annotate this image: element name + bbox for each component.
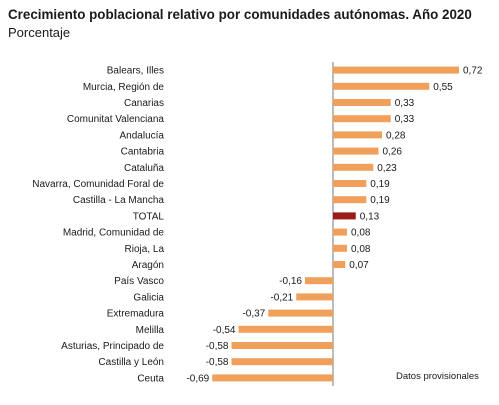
bar	[238, 325, 333, 333]
category-label: Navarra, Comunidad Foral de	[32, 179, 164, 190]
category-label: Ceuta	[137, 373, 164, 384]
data-label: 0,19	[370, 195, 390, 206]
category-label: Cataluña	[124, 163, 164, 174]
bar	[333, 212, 356, 220]
data-label: -0,69	[186, 373, 209, 384]
bar	[333, 99, 391, 106]
bar	[333, 244, 347, 252]
category-label: Rioja, La	[125, 244, 165, 255]
category-label: TOTAL	[133, 211, 165, 222]
bar	[333, 180, 367, 187]
category-label: Madrid, Comunidad de	[63, 228, 165, 239]
data-label: 0,26	[383, 147, 403, 158]
chart-title: Crecimiento poblacional relativo por com…	[8, 7, 472, 22]
category-label: Comunitat Valenciana	[67, 114, 165, 125]
bar	[296, 293, 333, 301]
data-label: 0,08	[351, 228, 371, 239]
category-label: Extremadura	[107, 309, 165, 320]
data-label: 0,23	[377, 163, 397, 174]
data-label: 0,33	[395, 98, 415, 109]
data-label: -0,54	[213, 325, 236, 336]
category-label: Asturias, Principado de	[61, 341, 164, 352]
bar	[333, 115, 391, 123]
data-label: -0,58	[206, 357, 229, 368]
bar	[231, 358, 333, 366]
category-label: Melilla	[136, 325, 165, 336]
data-label: 0,07	[349, 260, 369, 271]
data-label: 0,08	[351, 244, 371, 255]
category-label: Cantabria	[121, 147, 165, 158]
provisional-note: Datos provisionales	[396, 371, 479, 382]
category-label: País Vasco	[114, 276, 164, 287]
data-label: 0,28	[386, 130, 406, 141]
bar	[305, 277, 333, 285]
bar	[333, 228, 347, 236]
bar	[333, 163, 374, 171]
bar	[268, 309, 333, 317]
bar	[333, 196, 367, 204]
category-label: Castilla y León	[98, 357, 164, 368]
bar	[333, 147, 379, 155]
bar	[333, 82, 430, 90]
data-label: 0,33	[395, 114, 415, 125]
data-label: -0,21	[270, 292, 293, 303]
bar	[231, 342, 333, 349]
data-label: -0,58	[206, 341, 229, 352]
chart-subtitle: Porcentaje	[8, 25, 71, 40]
category-label: Galicia	[133, 292, 164, 303]
category-label: Castilla - La Mancha	[73, 195, 165, 206]
category-label: Murcia, Región de	[83, 82, 165, 93]
bar	[212, 374, 333, 382]
data-label: -0,16	[279, 276, 302, 287]
category-label: Canarias	[124, 98, 164, 109]
data-label: 0,55	[433, 82, 453, 93]
category-label: Aragón	[132, 260, 164, 271]
bar	[333, 66, 459, 74]
bar	[333, 131, 382, 139]
data-label: -0,37	[242, 309, 265, 320]
category-label: Balears, Illes	[107, 66, 164, 77]
data-label: 0,19	[370, 179, 390, 190]
bar	[333, 261, 346, 268]
data-label: 0,13	[360, 211, 380, 222]
data-label: 0,72	[463, 66, 483, 77]
category-label: Andalucía	[120, 130, 165, 141]
